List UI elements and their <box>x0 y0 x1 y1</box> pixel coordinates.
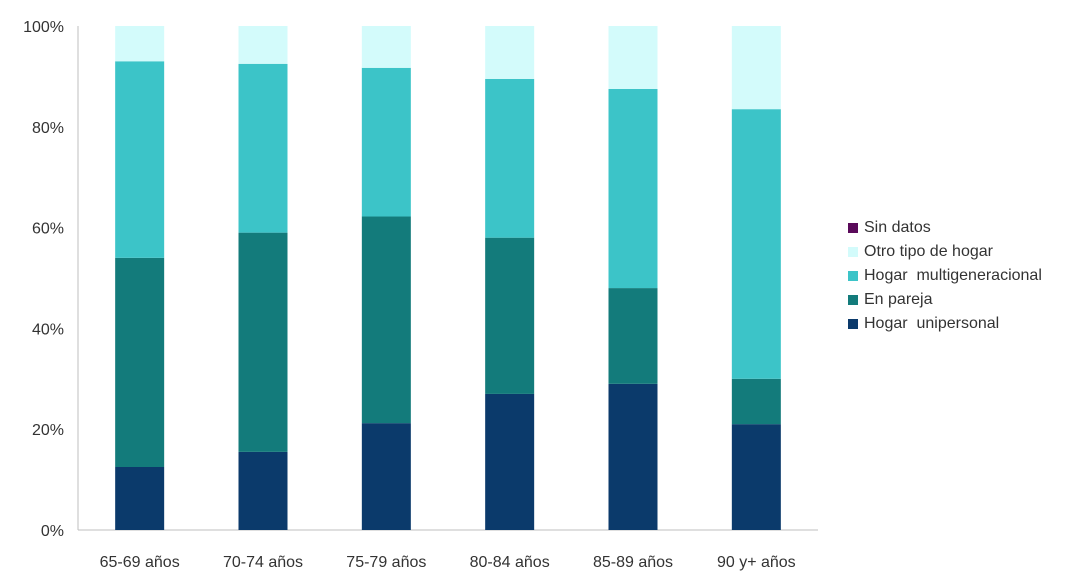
legend-label: Hogar multigeneracional <box>864 267 1042 284</box>
bar-segment <box>238 63 288 233</box>
y-tick-label: 20% <box>32 422 64 439</box>
x-axis-labels: 65-69 años 70-74 años 75-79 años 80-84 años… <box>100 554 796 571</box>
bar-segment <box>485 237 535 394</box>
legend: Sin datos Otro tipo de hogar Hogar multige… <box>848 216 1042 336</box>
x-tick-label: 65-69 años <box>100 554 180 571</box>
legend-item: En pareja <box>848 288 1042 312</box>
y-tick-label: 60% <box>32 221 64 238</box>
legend-label: Hogar unipersonal <box>864 315 1000 332</box>
x-tick-label: 70-74 años <box>223 554 303 571</box>
bar-segment <box>731 109 781 379</box>
bar-segment <box>731 26 781 110</box>
bar-segment <box>485 26 535 79</box>
bar-segment <box>238 451 288 530</box>
bar-segment <box>361 423 411 530</box>
bar-segment <box>608 26 658 89</box>
x-tick-label: 85-89 años <box>593 554 673 571</box>
legend-item: Hogar unipersonal <box>848 312 1042 336</box>
bar-segment <box>608 89 658 289</box>
legend-swatch <box>848 223 858 233</box>
bar-segment <box>361 216 411 424</box>
legend-label: Sin datos <box>864 219 931 236</box>
legend-swatch <box>848 295 858 305</box>
bar-segment <box>115 467 165 530</box>
y-tick-label: 80% <box>32 120 64 137</box>
legend-swatch <box>848 247 858 257</box>
x-tick-label: 75-79 años <box>346 554 426 571</box>
bar-segment <box>361 67 411 217</box>
bar-segment <box>731 378 781 425</box>
bar-segment <box>115 26 165 62</box>
bar-segment <box>115 257 165 467</box>
bar-segment <box>485 393 535 530</box>
y-tick-label: 40% <box>32 321 64 338</box>
x-tick-label: 90 y+ años <box>717 554 796 571</box>
x-tick-label: 80-84 años <box>470 554 550 571</box>
y-tick-label: 0% <box>41 523 64 540</box>
legend-item: Sin datos <box>848 216 1042 240</box>
legend-item: Hogar multigeneracional <box>848 264 1042 288</box>
bars-group <box>115 26 781 530</box>
bar-segment <box>115 61 165 258</box>
legend-label: En pareja <box>864 291 933 308</box>
legend-item: Otro tipo de hogar <box>848 240 1042 264</box>
bar-segment <box>238 232 288 452</box>
bar-segment <box>238 26 288 64</box>
bar-segment <box>731 424 781 530</box>
bar-segment <box>485 78 535 238</box>
y-axis-ticks: 0% 20% 40% 60% 80% 100% <box>23 19 64 540</box>
legend-label: Otro tipo de hogar <box>864 243 993 260</box>
bar-segment <box>361 26 411 68</box>
legend-swatch <box>848 319 858 329</box>
bar-segment <box>608 288 658 384</box>
bar-segment <box>608 383 658 530</box>
legend-swatch <box>848 271 858 281</box>
y-tick-label: 100% <box>23 19 64 36</box>
